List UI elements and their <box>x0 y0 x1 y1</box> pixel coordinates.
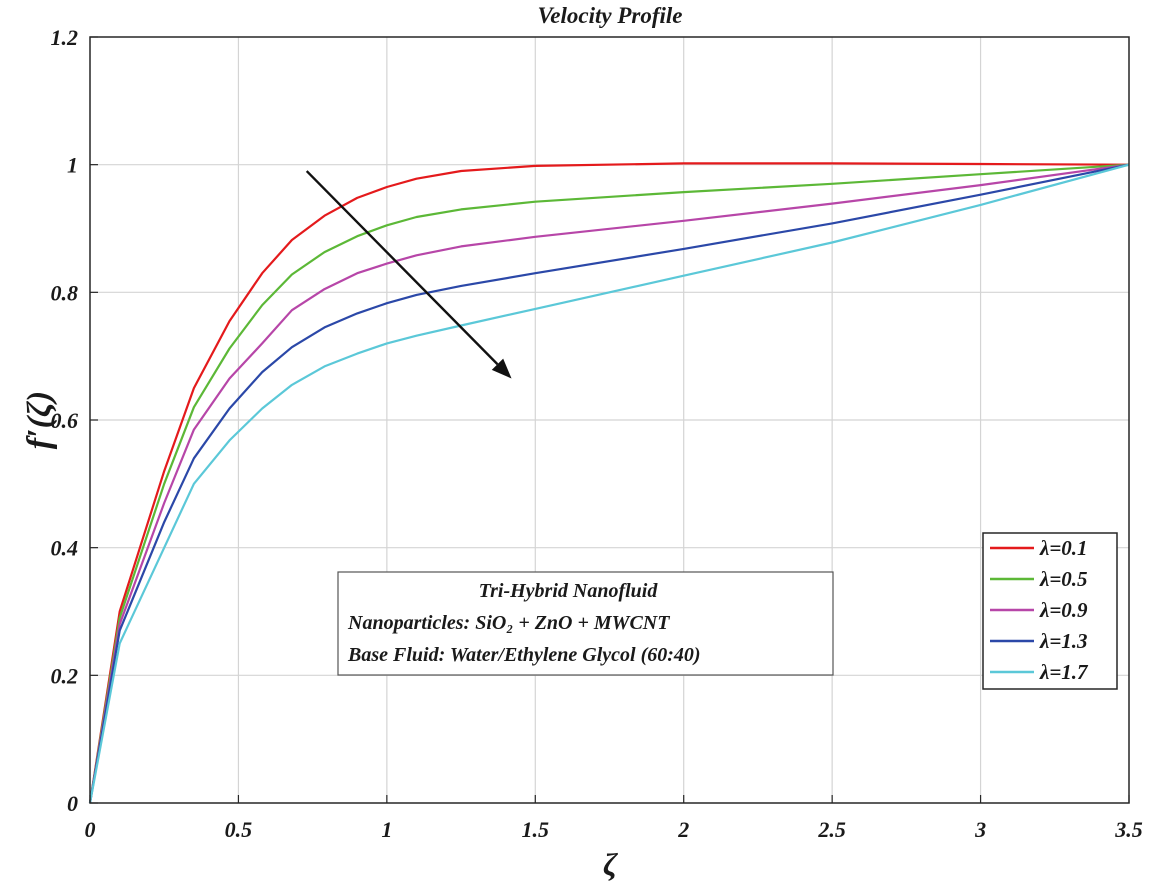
grid <box>90 37 1129 803</box>
y-tick-label: 1.2 <box>51 25 79 50</box>
x-tick-label: 2 <box>677 817 689 842</box>
series-line-5 <box>88 163 1130 804</box>
arrow-shaft <box>305 170 499 366</box>
chart-title: Velocity Profile <box>538 3 683 28</box>
x-tick-label: 1.5 <box>522 817 550 842</box>
series-line-2 <box>88 163 1130 804</box>
x-tick-label: 1 <box>381 817 392 842</box>
legend-label-1: λ=0.1 <box>1039 536 1088 560</box>
y-tick-label: 0.8 <box>51 280 79 305</box>
info-box-frame <box>337 571 834 676</box>
legend-label-3: λ=0.9 <box>1039 598 1088 622</box>
x-tick-label: 0 <box>85 817 96 842</box>
tick-labels: 0 0.5 1 1.5 2 2.5 3 3.5 0 0.2 0.4 0.6 0.8 1 1.2 <box>51 25 1143 842</box>
legend-label-5: λ=1.7 <box>1039 660 1089 684</box>
legend: λ=0.1 λ=0.5 λ=0.9 λ=1.3 λ=1.7 <box>982 532 1118 690</box>
y-tick-label: 0 <box>67 791 78 816</box>
legend-label-4: λ=1.3 <box>1039 629 1088 653</box>
info-line-2: Nanoparticles: SiO₂ + ZnO + MWCNT <box>347 612 670 634</box>
y-tick-label: 0.6 <box>51 408 79 433</box>
x-tick-label: 2.5 <box>817 817 846 842</box>
arrow-head <box>491 358 512 379</box>
series-lines <box>88 162 1130 804</box>
series-line-4 <box>88 163 1130 804</box>
nanofluid-info-box: Tri-Hybrid Nanofluid Nanoparticles: SiO₂… <box>337 571 834 676</box>
info-line-1: Tri-Hybrid Nanofluid <box>479 580 659 602</box>
y-tick-label: 0.4 <box>51 536 79 561</box>
legend-label-2: λ=0.5 <box>1039 567 1088 591</box>
series-line-1 <box>88 162 1130 804</box>
x-tick-label: 0.5 <box>225 817 253 842</box>
trend-arrow <box>305 170 512 379</box>
y-tick-label: 1 <box>67 153 78 178</box>
x-axis-label: ζ <box>603 846 619 882</box>
y-tick-label: 0.2 <box>51 663 79 688</box>
x-tick-label: 3 <box>974 817 986 842</box>
series-line-3 <box>88 163 1130 804</box>
info-line-3: Base Fluid: Water/Ethylene Glycol (60:40… <box>347 644 701 666</box>
x-tick-label: 3.5 <box>1114 817 1143 842</box>
y-axis-label: f′(ζ) <box>21 391 58 450</box>
